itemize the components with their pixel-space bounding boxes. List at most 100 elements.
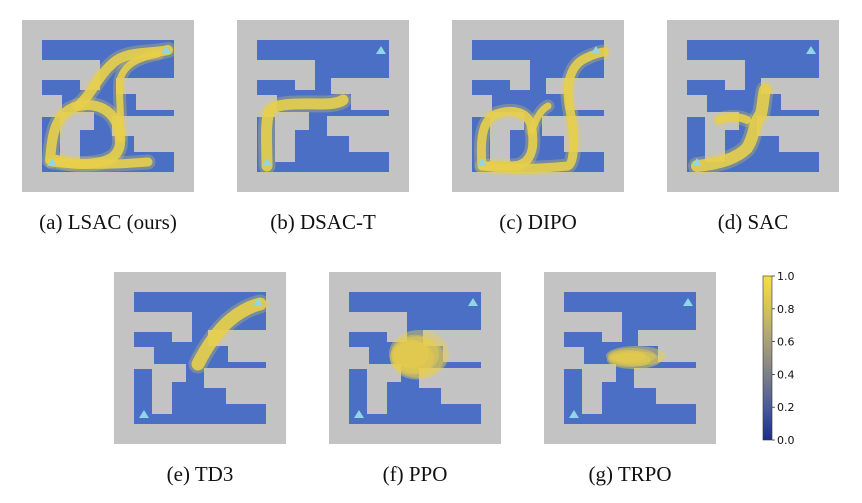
maze-wall [331, 78, 389, 94]
maze-wall [705, 112, 725, 162]
maze-wall [204, 368, 266, 388]
trajectory-blob [606, 346, 666, 366]
maze-wall [275, 112, 295, 162]
start-marker [47, 158, 57, 166]
maze-wall [172, 312, 192, 342]
goal-marker [161, 46, 171, 54]
maze-wall [387, 312, 407, 342]
maze-wall [136, 94, 174, 110]
trajectory-blob [392, 341, 434, 375]
trajectory-path [47, 157, 153, 169]
maze-wall [42, 60, 80, 80]
maze-wall [638, 330, 696, 346]
caption: (f) PPO [382, 462, 448, 486]
maze-wall [566, 94, 604, 110]
maze-wall [490, 112, 510, 162]
goal-marker [376, 46, 386, 54]
goal-marker [683, 298, 693, 306]
maze-wall [42, 95, 62, 117]
maze-plot [22, 20, 194, 192]
maze-wall [367, 364, 387, 414]
maze-wall [602, 312, 622, 342]
caption: (a) LSAC (ours) [39, 210, 177, 234]
trajectory-path [191, 297, 267, 371]
maze-plot [544, 272, 716, 444]
maze-wall [60, 112, 80, 162]
trajectory-path [528, 102, 552, 134]
panel-e: (e) TD3 [114, 272, 286, 502]
maze-wall [134, 312, 172, 332]
maze-wall [779, 136, 819, 152]
maze-wall [656, 388, 696, 404]
maze-plot [114, 272, 286, 444]
panel-d: (d) SAC [667, 20, 839, 250]
maze-wall [781, 94, 819, 110]
start-marker [477, 158, 487, 166]
trajectory-blob [391, 334, 439, 374]
trajectory-blob [607, 351, 661, 369]
trajectory-blob [389, 330, 449, 378]
maze-wall [327, 116, 389, 136]
maze-wall [472, 95, 492, 117]
maze-wall [443, 346, 481, 362]
goal-marker [591, 46, 601, 54]
trajectory-blob [610, 350, 646, 362]
trajectory-path [691, 84, 771, 172]
trajectory [258, 91, 352, 175]
start-marker [354, 410, 364, 418]
maze-wall [564, 347, 584, 369]
trajectory [688, 81, 774, 175]
trajectory [188, 294, 270, 374]
maze-wall [582, 364, 602, 414]
maze-wall [228, 346, 266, 362]
maze-plot [667, 20, 839, 192]
maze-wall [441, 388, 481, 404]
start-marker [139, 410, 149, 418]
trajectory-path [477, 47, 609, 173]
trajectory-path [715, 113, 751, 124]
caption: (e) TD3 [166, 462, 234, 486]
colorbar-tick: 0.0 [777, 434, 795, 447]
maze-wall [725, 60, 745, 90]
colorbar-tick: 0.4 [777, 368, 795, 381]
maze-wall [757, 116, 819, 136]
maze-wall [257, 60, 295, 80]
trajectory-blob [393, 339, 429, 369]
panel-c: (c) DIPO [452, 20, 624, 250]
colorbar: 1.0 0.8 0.6 0.4 0.2 0.0 [762, 272, 795, 447]
maze-wall [546, 78, 604, 94]
caption: (b) DSAC-T [270, 210, 376, 234]
maze-plot [329, 272, 501, 444]
caption: (c) DIPO [499, 210, 577, 234]
trajectory-path [261, 94, 349, 172]
maze-plot [237, 20, 409, 192]
maze-wall [349, 312, 387, 332]
panel-f: (f) PPO [329, 272, 501, 502]
maze-wall [761, 78, 819, 94]
maze-wall [134, 347, 154, 369]
panel-a: (a) LSAC (ours) [22, 20, 194, 250]
trajectory-path [115, 50, 162, 142]
trajectory [42, 42, 176, 172]
trajectory-blob [609, 353, 651, 367]
goal-marker [253, 298, 263, 306]
maze-wall [351, 94, 389, 110]
maze-wall [472, 60, 510, 80]
start-marker [692, 158, 702, 166]
start-marker [569, 410, 579, 418]
maze-wall [349, 347, 369, 369]
maze-wall [687, 60, 725, 80]
maze-wall [152, 364, 172, 414]
maze-wall [112, 116, 174, 136]
colorbar-tick: 0.8 [777, 303, 795, 316]
panel-g: (g) TRPO [544, 272, 716, 502]
maze-wall [510, 60, 530, 90]
maze-wall [564, 312, 602, 332]
colorbar-tick: 0.6 [777, 336, 795, 349]
trajectory [606, 346, 666, 369]
goal-marker [806, 46, 816, 54]
colorbar-gradient [762, 275, 773, 441]
goal-marker [468, 298, 478, 306]
maze-wall [134, 136, 174, 152]
maze-wall [419, 368, 481, 388]
